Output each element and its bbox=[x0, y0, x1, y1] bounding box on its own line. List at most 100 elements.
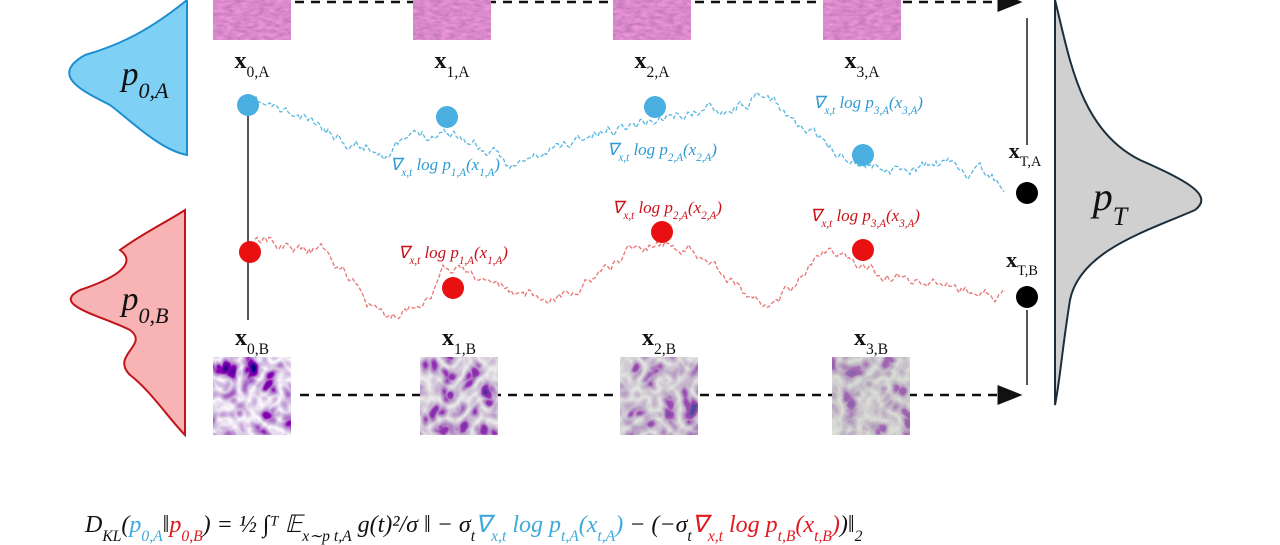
subscript: 1,A bbox=[459, 255, 474, 267]
image-a bbox=[613, 0, 691, 40]
label: x3,A bbox=[845, 48, 881, 81]
text-part: ) bbox=[493, 155, 500, 174]
subscript: t,A bbox=[561, 528, 579, 545]
text-part: p bbox=[1090, 174, 1113, 219]
label: x0,A bbox=[235, 48, 271, 81]
text-part: log p bbox=[835, 93, 874, 112]
text-part: log p bbox=[506, 512, 561, 538]
label: xT,B bbox=[1006, 247, 1038, 279]
text-part: ( bbox=[121, 512, 131, 538]
subscript: 2,A bbox=[701, 210, 716, 222]
dist-a bbox=[68, 0, 188, 157]
image-a bbox=[213, 0, 291, 40]
text-part: ∇ bbox=[398, 243, 413, 262]
text-part: − (−σ bbox=[623, 512, 688, 538]
image-a bbox=[823, 0, 901, 40]
label: ∇x,t log p1,A(x1,A) bbox=[398, 243, 508, 267]
text-part: x bbox=[635, 48, 647, 74]
subscript: x,t bbox=[622, 210, 635, 222]
text-part: ) bbox=[501, 243, 508, 262]
subscript: 1,A bbox=[447, 64, 471, 81]
terminal-point bbox=[1016, 286, 1038, 308]
label: x2,A bbox=[635, 48, 671, 81]
subscript: t,A bbox=[597, 528, 615, 545]
subscript: 0,B bbox=[247, 341, 269, 358]
label: ∇x,t log p2,A(x2,A) bbox=[612, 198, 722, 222]
text-part: log p bbox=[629, 140, 668, 159]
formula: DKL(p0,A‖p0,B) = ½ ∫ᵀ 𝔼x∼p t,A g(t)²/σ ‖… bbox=[84, 512, 863, 545]
subscript: x,t bbox=[408, 255, 421, 267]
text-part: log p bbox=[832, 206, 871, 225]
subscript: x,t bbox=[490, 528, 507, 545]
text-part: ∇ bbox=[810, 206, 825, 225]
label: ∇x,t log p2,A(x2,A) bbox=[607, 140, 717, 164]
text-part: ) bbox=[710, 140, 717, 159]
subscript: 3,A bbox=[898, 218, 914, 230]
subscript: 3,B bbox=[866, 341, 888, 358]
score-point-b bbox=[651, 221, 673, 243]
subscript: 2 bbox=[855, 528, 863, 545]
text-part: x bbox=[235, 325, 247, 351]
subscript: T,A bbox=[1020, 154, 1042, 170]
subscript: 2,A bbox=[668, 152, 683, 164]
subscript: x,t bbox=[707, 528, 724, 545]
subscript: 0,A bbox=[141, 528, 163, 545]
text-part: (x bbox=[579, 512, 598, 538]
label: x2,B bbox=[642, 325, 676, 358]
text-part: p bbox=[127, 512, 141, 538]
subscript: x∼p t,A bbox=[301, 528, 352, 545]
text-part: ∇ bbox=[607, 140, 622, 159]
noise bbox=[832, 357, 910, 435]
subscript: x,t bbox=[400, 167, 413, 179]
text-part: ) bbox=[613, 512, 623, 538]
subscript: 1,B bbox=[454, 341, 476, 358]
text-part: x bbox=[435, 48, 447, 74]
subscript: 2,A bbox=[647, 64, 671, 81]
text-part: (x bbox=[466, 155, 480, 174]
subscript: x,t bbox=[820, 218, 833, 230]
text-part: x bbox=[1009, 138, 1020, 163]
noise bbox=[620, 357, 698, 435]
subscript: 1,A bbox=[487, 255, 502, 267]
label: ∇x,t log p3,A(x3,A) bbox=[813, 93, 923, 117]
subscript: 2,A bbox=[696, 152, 711, 164]
text-part: ∇ bbox=[475, 512, 496, 538]
subscript: KL bbox=[101, 528, 121, 545]
score-point-a bbox=[237, 94, 259, 116]
trajectory bbox=[249, 91, 1005, 193]
subscript: 2,B bbox=[654, 341, 676, 358]
text-part: x bbox=[854, 325, 866, 351]
subscript: t,B bbox=[778, 528, 796, 545]
subscript: 0,A bbox=[247, 64, 271, 81]
text-part: (x bbox=[474, 243, 488, 262]
subscript: t bbox=[471, 528, 476, 545]
subscript: 1,A bbox=[479, 167, 494, 179]
score-point-b bbox=[239, 241, 261, 263]
text-part: ∇ bbox=[813, 93, 828, 112]
text-part: ) bbox=[916, 93, 923, 112]
terminal-point bbox=[1016, 182, 1038, 204]
label: ∇x,t log p1,A(x1,A) bbox=[390, 155, 500, 179]
text-part: log p bbox=[420, 243, 459, 262]
dist-t bbox=[1054, 0, 1203, 406]
label: ∇x,t log p3,A(x3,A) bbox=[810, 206, 920, 230]
text-part: ) bbox=[715, 198, 722, 217]
text-part: p bbox=[167, 512, 181, 538]
noise bbox=[420, 357, 498, 435]
subscript: x,t bbox=[823, 105, 836, 117]
label: pT bbox=[1090, 174, 1129, 231]
text-part: (x bbox=[795, 512, 814, 538]
text-part: x bbox=[442, 325, 454, 351]
subscript: 2,A bbox=[673, 210, 688, 222]
subscript: 0,B bbox=[138, 303, 169, 328]
text-part: (x bbox=[688, 198, 702, 217]
text-part: g(t)²/σ ‖ − σ bbox=[352, 512, 472, 538]
text-part: (x bbox=[683, 140, 697, 159]
text-part: p bbox=[119, 56, 138, 93]
subscript: 1,A bbox=[451, 167, 466, 179]
subscript: 0,A bbox=[138, 78, 169, 103]
text-part: x bbox=[1006, 247, 1017, 272]
text-part: )‖ bbox=[838, 512, 855, 538]
label: p0,A bbox=[119, 56, 169, 103]
text-part: ∇ bbox=[390, 155, 405, 174]
